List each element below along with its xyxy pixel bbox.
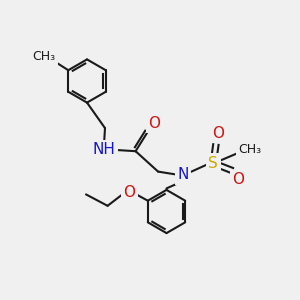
Text: N: N: [177, 167, 188, 182]
Text: O: O: [232, 172, 244, 188]
Text: S: S: [208, 156, 218, 171]
Text: O: O: [212, 126, 224, 141]
Text: O: O: [123, 185, 135, 200]
Text: O: O: [148, 116, 160, 130]
Text: NH: NH: [93, 142, 116, 157]
Text: CH₃: CH₃: [238, 143, 262, 156]
Text: CH₃: CH₃: [33, 50, 56, 63]
